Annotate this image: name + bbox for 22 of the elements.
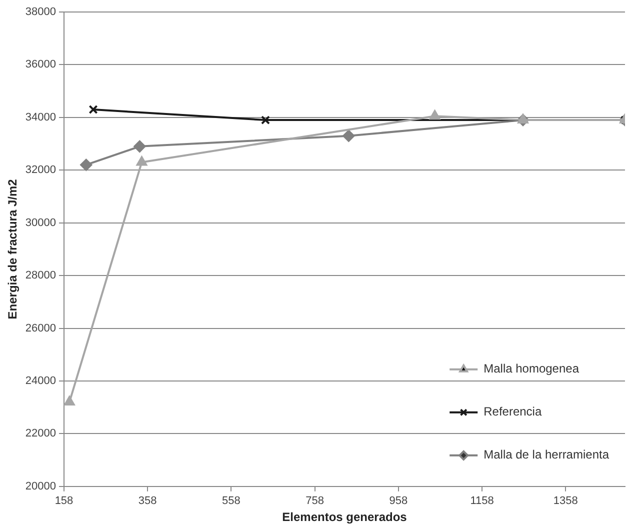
x-tick-label: 958: [389, 495, 408, 508]
x-axis-title: Elementos generados: [282, 510, 408, 524]
legend-label: Malla de la herramienta: [484, 448, 610, 462]
y-tick-label: 26000: [25, 322, 56, 334]
y-tick-label: 28000: [25, 270, 56, 282]
x-tick-label: 558: [222, 495, 240, 508]
y-tick-label: 22000: [25, 428, 56, 440]
y-tick-label: 20000: [25, 480, 56, 492]
y-axis-title: Energia de fractura J/m2: [6, 178, 20, 320]
y-tick-label: 30000: [25, 216, 56, 229]
legend-label: Referencia: [484, 404, 542, 419]
x-tick-label: 1358: [553, 495, 578, 508]
x-tick-label: 1158: [470, 495, 494, 508]
x-tick-label: 158: [54, 495, 74, 508]
y-tick-label: 38000: [25, 6, 56, 18]
y-tick-label: 32000: [25, 164, 56, 176]
y-tick-label: 34000: [25, 111, 56, 124]
y-tick-label: 24000: [25, 375, 56, 388]
y-tick-label: 36000: [25, 58, 56, 71]
x-tick-label: 358: [138, 495, 157, 508]
legend-label: Malla homogenea: [484, 362, 580, 376]
x-tick-label: 758: [306, 495, 324, 508]
